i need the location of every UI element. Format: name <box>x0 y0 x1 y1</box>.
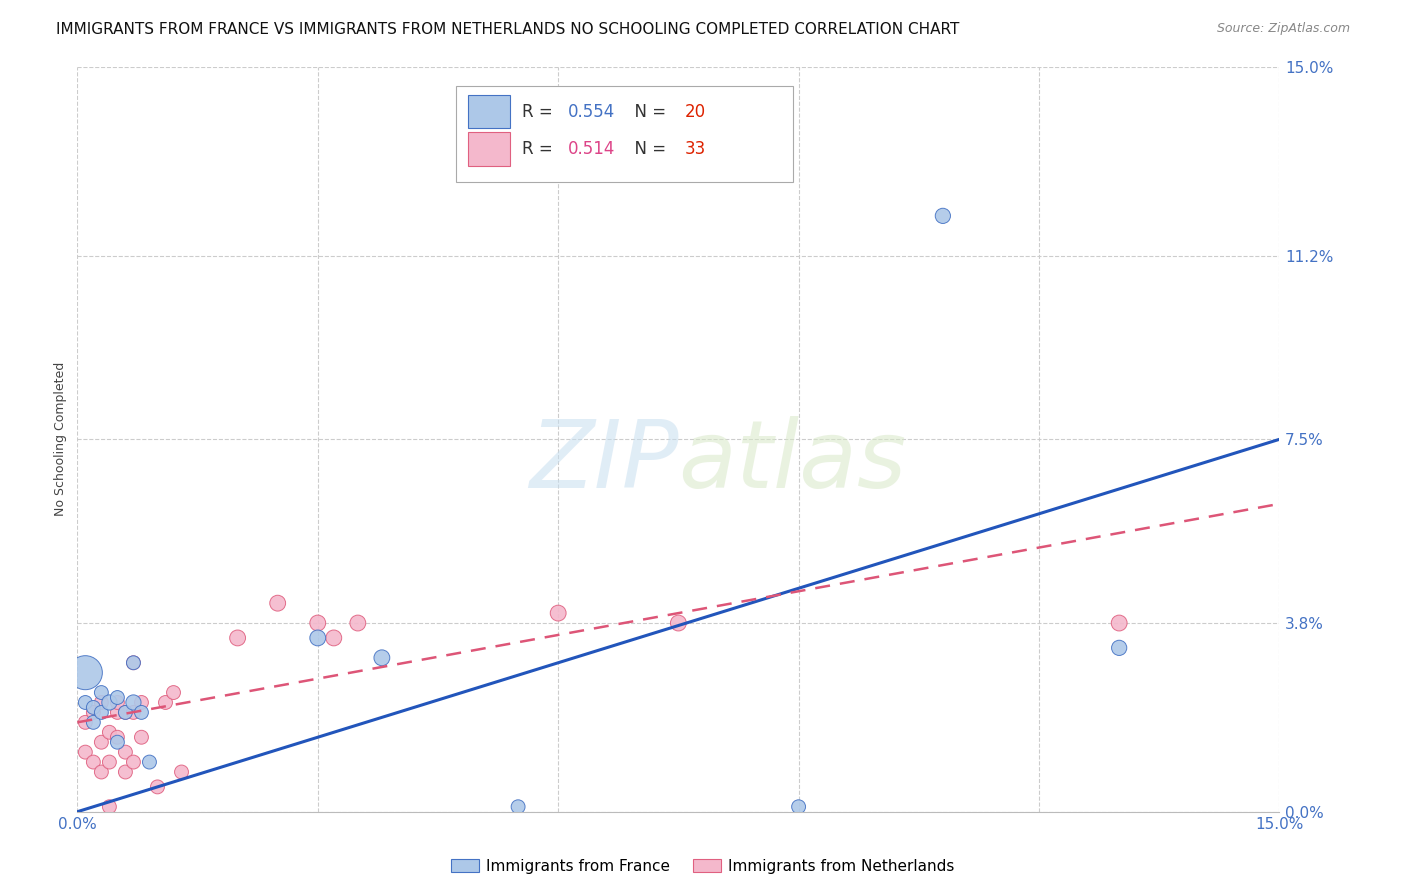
Point <box>122 656 145 670</box>
Point <box>267 596 290 610</box>
Point <box>787 799 810 814</box>
Point <box>114 706 136 720</box>
Point <box>508 799 530 814</box>
Point <box>131 730 153 744</box>
Point <box>75 665 97 680</box>
Point <box>122 656 145 670</box>
Point <box>170 764 193 779</box>
Point <box>75 696 97 710</box>
Point <box>122 755 145 769</box>
Point <box>122 696 145 710</box>
Point <box>82 706 104 720</box>
Point <box>131 706 153 720</box>
Point <box>98 725 121 739</box>
Point <box>107 706 129 720</box>
Text: 0.554: 0.554 <box>568 103 614 120</box>
FancyBboxPatch shape <box>468 132 510 166</box>
Point <box>107 730 129 744</box>
Point <box>371 650 394 665</box>
Point <box>1108 640 1130 655</box>
Point <box>82 715 104 730</box>
Text: N =: N = <box>624 103 672 120</box>
Point <box>122 706 145 720</box>
Point <box>98 755 121 769</box>
Text: Source: ZipAtlas.com: Source: ZipAtlas.com <box>1216 22 1350 36</box>
Point <box>547 606 569 620</box>
FancyBboxPatch shape <box>456 86 793 182</box>
Text: ZIP: ZIP <box>529 417 679 508</box>
Point <box>226 631 249 645</box>
Point <box>1108 615 1130 630</box>
Point <box>90 696 112 710</box>
Point <box>82 700 104 714</box>
Point <box>114 745 136 759</box>
Point <box>98 799 121 814</box>
Text: IMMIGRANTS FROM FRANCE VS IMMIGRANTS FROM NETHERLANDS NO SCHOOLING COMPLETED COR: IMMIGRANTS FROM FRANCE VS IMMIGRANTS FRO… <box>56 22 960 37</box>
Text: atlas: atlas <box>679 417 907 508</box>
Point <box>90 706 112 720</box>
Point <box>668 615 690 630</box>
Point <box>82 755 104 769</box>
Point <box>146 780 169 794</box>
Point <box>347 615 370 630</box>
Point <box>75 715 97 730</box>
Text: N =: N = <box>624 140 672 158</box>
Text: 0.514: 0.514 <box>568 140 616 158</box>
Point <box>307 615 329 630</box>
Point <box>932 209 955 223</box>
Point <box>138 755 160 769</box>
Point <box>107 696 129 710</box>
Point <box>322 631 344 645</box>
Point <box>155 696 177 710</box>
Text: 20: 20 <box>685 103 706 120</box>
Point <box>75 745 97 759</box>
Point <box>114 706 136 720</box>
Point <box>90 735 112 749</box>
Point <box>114 764 136 779</box>
Text: R =: R = <box>522 103 558 120</box>
Point <box>98 696 121 710</box>
Point <box>90 764 112 779</box>
Text: 33: 33 <box>685 140 706 158</box>
Point <box>307 631 329 645</box>
Point <box>90 685 112 699</box>
FancyBboxPatch shape <box>468 95 510 128</box>
Legend: Immigrants from France, Immigrants from Netherlands: Immigrants from France, Immigrants from … <box>446 853 960 880</box>
Point <box>131 696 153 710</box>
Point <box>107 735 129 749</box>
Point <box>162 685 184 699</box>
Y-axis label: No Schooling Completed: No Schooling Completed <box>53 362 67 516</box>
Text: R =: R = <box>522 140 558 158</box>
Point <box>107 690 129 705</box>
